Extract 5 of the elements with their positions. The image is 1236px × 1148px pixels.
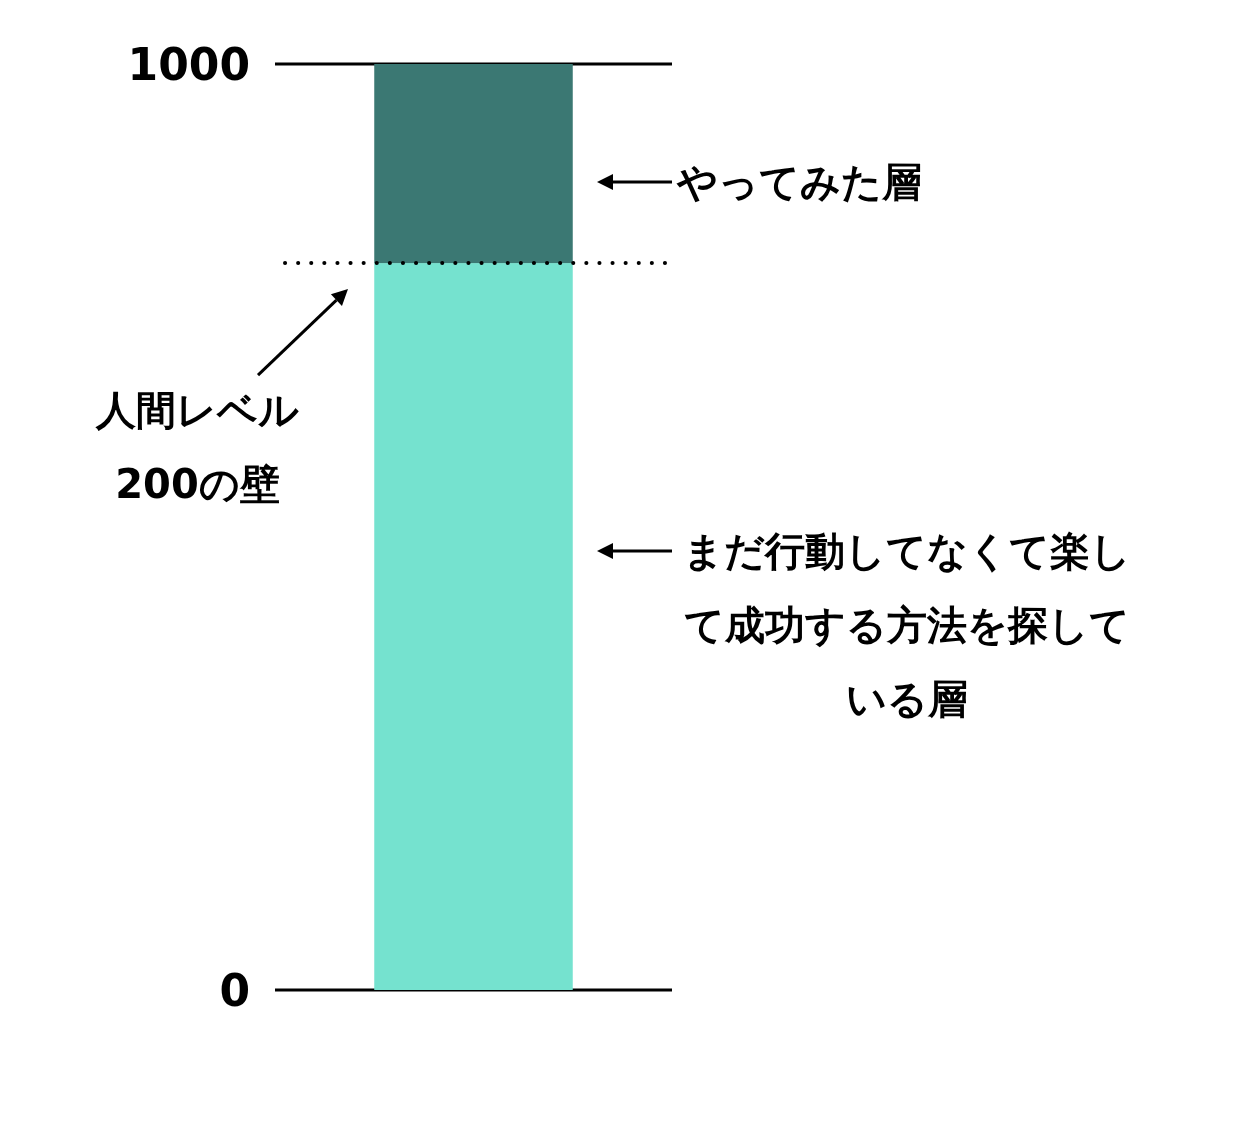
y-tick-label: 0 (219, 964, 250, 1016)
text: やってみた層 (677, 158, 923, 207)
y-tick-label: 1000 (127, 38, 250, 90)
legend-label: 人間レベル200の壁 (94, 386, 300, 510)
text: まだ行動してなくて楽して成功する方法を探している層 (682, 527, 1132, 724)
